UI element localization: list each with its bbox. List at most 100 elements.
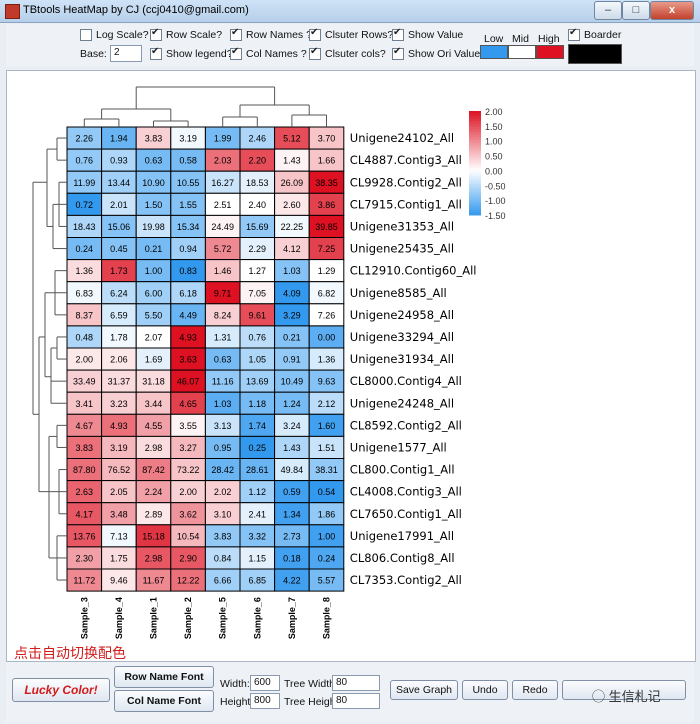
width-input[interactable]: 600 xyxy=(250,675,280,691)
row-scale-checkbox[interactable]: Row Scale? xyxy=(150,27,222,41)
high-color-label: High xyxy=(538,33,560,45)
heatmap-cell-value: 28.42 xyxy=(211,465,234,475)
legend-color-bar xyxy=(469,209,481,213)
row-label: CL806.Contig8_All xyxy=(350,551,455,565)
legend-tick-label: 0.50 xyxy=(485,152,503,162)
maximize-button[interactable]: □ xyxy=(622,1,650,20)
mid-color-label: Mid xyxy=(512,33,529,45)
checkbox-box[interactable] xyxy=(150,46,162,60)
row-label: CL8592.Contig2_All xyxy=(350,418,462,432)
heatmap-cell-value: 1.50 xyxy=(145,200,163,210)
heatmap-cell-value: 2.02 xyxy=(214,487,232,497)
heatmap-cell-value: 13.69 xyxy=(246,377,269,387)
heatmap-cell-value: 1.29 xyxy=(318,266,336,276)
height-input[interactable]: 800 xyxy=(250,693,280,709)
checkbox-box[interactable] xyxy=(392,46,404,60)
checkbox-box[interactable] xyxy=(309,46,321,60)
heatmap-cell-value: 1.00 xyxy=(318,531,336,541)
border-color-swatch[interactable] xyxy=(568,44,622,64)
heatmap-cell-value: 2.41 xyxy=(249,509,267,519)
heatmap-cell-value: 0.45 xyxy=(110,244,128,254)
heatmap-cell-value: 6.18 xyxy=(179,288,197,298)
heatmap-cell-value: 1.31 xyxy=(214,332,232,342)
col-name-font-button[interactable]: Col Name Font xyxy=(114,690,214,712)
width-label: Width: xyxy=(220,678,250,690)
row-name-font-button[interactable]: Row Name Font xyxy=(114,666,214,688)
legend-color-bar xyxy=(469,212,481,216)
heatmap-cell-value: 10.49 xyxy=(281,377,304,387)
legend-color-bar xyxy=(469,121,481,125)
heatmap-cell-value: 2.30 xyxy=(76,553,94,563)
heatmap-cell-value: 13.76 xyxy=(73,531,96,541)
cluster-cols-checkbox[interactable]: Clsuter cols? xyxy=(309,46,386,60)
row-label: CL4008.Contig3_All xyxy=(350,485,462,499)
heatmap-cell-value: 1.18 xyxy=(249,399,267,409)
show-ori-value-checkbox[interactable]: Show Ori Value? xyxy=(392,46,486,60)
show-value-checkbox[interactable]: Show Value xyxy=(392,27,463,41)
heatmap-cell-value: 2.20 xyxy=(249,156,267,166)
heatmap-cell-value: 1.34 xyxy=(283,509,301,519)
checkbox-box[interactable] xyxy=(309,27,321,41)
legend-color-bar xyxy=(469,155,481,159)
heatmap-cell-value: 0.25 xyxy=(249,443,267,453)
checkbox-box[interactable] xyxy=(230,27,242,41)
heatmap-cell-value: 3.86 xyxy=(318,200,336,210)
heatmap-cell-value: 2.06 xyxy=(110,355,128,365)
save-graph-button[interactable]: Save Graph xyxy=(390,680,458,700)
checkbox-box[interactable] xyxy=(230,46,242,60)
legend-color-bar xyxy=(469,165,481,169)
heatmap-cell-value: 0.21 xyxy=(145,244,163,254)
log-scale-checkbox[interactable]: Log Scale? xyxy=(80,29,149,41)
heatmap-cell-value: 3.29 xyxy=(283,310,301,320)
undo-button[interactable]: Undo xyxy=(462,680,508,700)
extra-button[interactable] xyxy=(562,680,686,700)
tree-height-input[interactable]: 80 xyxy=(332,693,380,709)
heatmap-cell-value: 1.66 xyxy=(318,156,336,166)
close-button[interactable]: x xyxy=(650,1,694,20)
show-legend-checkbox[interactable]: Show legend? xyxy=(150,46,233,60)
checkbox-box[interactable] xyxy=(150,27,162,41)
col-names-checkbox[interactable]: Col Names ? xyxy=(230,46,307,60)
heatmap-cell-value: 3.48 xyxy=(110,509,128,519)
heatmap-cell-value: 1.24 xyxy=(283,399,301,409)
cluster-rows-checkbox[interactable]: Clsuter Rows? xyxy=(309,27,393,41)
column-label: Sample_1 xyxy=(149,597,159,639)
minimize-button[interactable]: – xyxy=(594,1,622,20)
heatmap-cell-value: 7.25 xyxy=(318,244,336,254)
base-input[interactable]: 2 xyxy=(110,45,142,62)
row-label: CL7650.Contig1_All xyxy=(350,507,462,521)
column-label: Sample_2 xyxy=(183,597,193,639)
heatmap-cell-value: 1.69 xyxy=(145,355,163,365)
low-color-swatch[interactable] xyxy=(480,45,508,59)
checkbox-box[interactable] xyxy=(80,29,92,41)
tree-width-input[interactable]: 80 xyxy=(332,675,380,691)
redo-button[interactable]: Redo xyxy=(512,680,558,700)
heatmap-cell-value: 3.62 xyxy=(179,509,197,519)
legend-color-bar xyxy=(469,144,481,148)
checkbox-box[interactable] xyxy=(392,27,404,41)
legend-color-bar xyxy=(469,137,481,141)
heatmap-cell-value: 3.19 xyxy=(110,443,128,453)
heatmap-cell-value: 33.49 xyxy=(73,377,96,387)
heatmap-cell-value: 1.12 xyxy=(249,487,267,497)
column-label: Sample_8 xyxy=(322,597,332,639)
heatmap-cell-value: 11.67 xyxy=(143,576,165,586)
legend-color-bar xyxy=(469,181,481,185)
heatmap-cell-value: 15.18 xyxy=(142,531,165,541)
heatmap-cell-value: 1.75 xyxy=(110,553,128,563)
heatmap-cell-value: 9.46 xyxy=(110,576,128,586)
mid-color-swatch[interactable] xyxy=(508,45,536,59)
border-checkbox[interactable]: Boarder xyxy=(568,27,621,41)
legend-color-bar xyxy=(469,178,481,182)
row-label: CL7915.Contig1_All xyxy=(350,197,462,211)
checkbox-box[interactable] xyxy=(568,27,580,41)
heatmap-cell-value: 6.59 xyxy=(110,310,128,320)
heatmap-cell-value: 1.05 xyxy=(249,355,267,365)
legend-color-bar xyxy=(469,160,481,164)
row-label: Unigene33294_All xyxy=(350,330,454,344)
heatmap-cell-value: 2.89 xyxy=(145,509,163,519)
lucky-color-button[interactable]: Lucky Color! xyxy=(12,678,110,702)
row-names-checkbox[interactable]: Row Names ? xyxy=(230,27,312,41)
high-color-swatch[interactable] xyxy=(536,45,564,59)
heatmap-cell-value: 0.94 xyxy=(179,244,197,254)
